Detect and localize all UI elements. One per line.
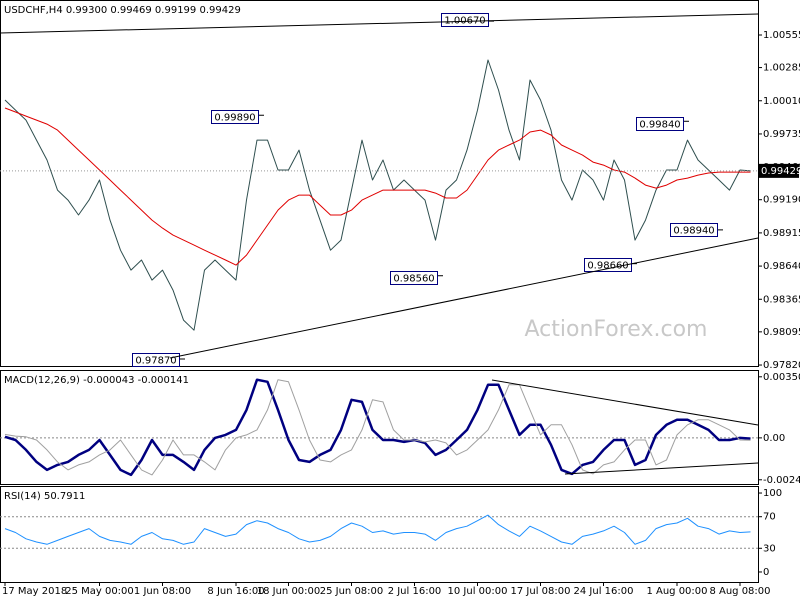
annotation-label: 0.99890 [214, 113, 255, 124]
x-tick-label: 8 Aug 08:00 [709, 586, 770, 597]
panel-frame [0, 370, 759, 485]
y-tick-label: 70 [763, 512, 776, 523]
panel-title: RSI(14) 50.7911 [4, 491, 85, 502]
annotation-box [584, 258, 632, 272]
annotation-label: 0.98940 [673, 226, 714, 237]
x-tick-label: 24 Jul 16:00 [574, 586, 634, 597]
annotation-box [441, 13, 489, 27]
series-line [4, 107, 751, 266]
trend-line [169, 237, 759, 359]
annotation-box [132, 353, 180, 367]
panel-title: MACD(12,26,9) -0.000043 -0.000141 [4, 375, 189, 386]
panel-frame [0, 0, 759, 367]
x-tick-label: 10 Jul 00:00 [448, 586, 508, 597]
x-tick-label: 1 Aug 00:00 [646, 586, 707, 597]
watermark: ActionForex.com [525, 317, 708, 342]
y-tick-label: 0 [763, 567, 769, 578]
x-tick-label: 25 May 00:00 [65, 586, 134, 597]
x-tick-label: 8 Jun 16:00 [207, 586, 264, 597]
annotation-box [636, 117, 684, 131]
current-price-box [759, 163, 799, 178]
y-tick-label: 0.003509 [763, 372, 800, 383]
y-tick-label: 0.00 [763, 433, 785, 444]
y-tick-label: 0.98365 [763, 294, 800, 305]
annotation-label: 0.97870 [135, 356, 176, 367]
y-tick-label: -0.002408 [763, 475, 800, 486]
annotation-label: 0.98560 [393, 274, 434, 285]
y-tick-label: 100 [763, 488, 782, 499]
series-line [4, 59, 751, 331]
annotation-label: 0.99840 [639, 120, 680, 131]
trend-line [564, 462, 759, 475]
annotation-box [390, 271, 438, 285]
annotation-box [211, 110, 259, 124]
y-tick-label: 0.99735 [763, 129, 800, 140]
trend-line [0, 13, 759, 34]
y-tick-label: 1.00285 [763, 63, 800, 74]
panel-frame [0, 486, 759, 583]
x-tick-label: 17 Jul 08:00 [511, 586, 571, 597]
current-price-label: 0.99429 [761, 166, 800, 177]
series-line [4, 514, 751, 545]
y-tick-label: 0.98095 [763, 327, 800, 338]
y-tick-label: 0.98915 [763, 228, 800, 239]
y-tick-label: 30 [763, 543, 776, 554]
series-line [4, 379, 751, 476]
x-tick-label: 2 Jul 16:00 [388, 586, 442, 597]
x-tick-label: 18 Jun 00:00 [257, 586, 321, 597]
trend-line [491, 379, 759, 426]
x-tick-label: 25 Jun 08:00 [320, 586, 384, 597]
series-line [4, 378, 751, 477]
annotation-label: 0.98660 [587, 261, 628, 272]
y-tick-label: 1.00555 [763, 30, 800, 41]
x-tick-label: 17 May 2018 [2, 586, 67, 597]
x-tick-label: 1 Jun 08:00 [134, 586, 191, 597]
panel-title: USDCHF,H4 0.99300 0.99469 0.99199 0.9942… [4, 5, 241, 16]
annotation-box [670, 223, 718, 237]
